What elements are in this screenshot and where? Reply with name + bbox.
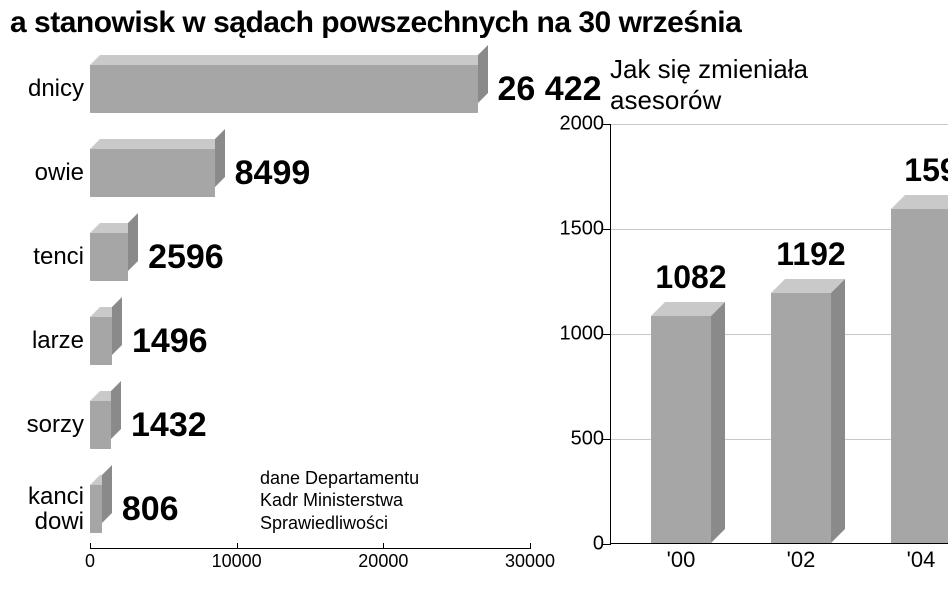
hbar-tick-label: 0 bbox=[85, 551, 95, 572]
hbar-tick bbox=[383, 543, 384, 549]
hbar-value-label: 8499 bbox=[235, 154, 311, 193]
hbar-bar bbox=[90, 485, 102, 533]
vbar-xtick-label: '04 bbox=[907, 547, 936, 573]
vbar-ytick bbox=[603, 439, 611, 440]
hbar-bar bbox=[90, 233, 128, 281]
hbar-tick-label: 30000 bbox=[505, 551, 555, 572]
hbar-tick-label: 20000 bbox=[358, 551, 408, 572]
hbar-value-label: 2596 bbox=[148, 238, 224, 277]
hbar-tick-label: 10000 bbox=[212, 551, 262, 572]
vbar-xtick-label: '00 bbox=[667, 547, 696, 573]
hbar-category-label: dnicy bbox=[0, 76, 90, 101]
source-note: dane DepartamentuKadr MinisterstwaSprawi… bbox=[260, 467, 419, 535]
hbar-row: owie 8499 bbox=[0, 138, 540, 208]
vbar-chart: Jak się zmieniałaasesorów 05001000150020… bbox=[550, 54, 948, 584]
hbar-category-label: owie bbox=[0, 160, 90, 185]
vbar-plot: 05001000150020001082'001192'02159'04 bbox=[610, 124, 948, 544]
hbar-chart: dnicy26 422 owie 8499 tenci 2596 larze 1496 sor… bbox=[0, 54, 540, 584]
hbar-tick bbox=[237, 543, 238, 549]
hbar-bar bbox=[90, 149, 215, 197]
hbar-category-label: larze bbox=[0, 328, 90, 353]
hbar-tick bbox=[530, 543, 531, 549]
vbar-ytick bbox=[603, 334, 611, 335]
charts-container: dnicy26 422 owie 8499 tenci 2596 larze 1496 sor… bbox=[0, 54, 948, 584]
hbar-value-label: 1496 bbox=[132, 322, 208, 361]
hbar-row: sorzy 1432 bbox=[0, 390, 540, 460]
hbar-value-label: 1432 bbox=[131, 406, 207, 445]
hbar-category-label: kancidowi bbox=[0, 484, 90, 534]
vbar-title: Jak się zmieniałaasesorów bbox=[550, 54, 948, 116]
vbar-ytick-label: 500 bbox=[556, 428, 604, 451]
vbar-column: 1192 bbox=[771, 293, 831, 543]
hbar-row: tenci 2596 bbox=[0, 222, 540, 292]
vbar-ytick-label: 1500 bbox=[556, 218, 604, 241]
hbar-category-label: sorzy bbox=[0, 412, 90, 437]
vbar-ytick bbox=[603, 229, 611, 230]
hbar-bar bbox=[90, 401, 111, 449]
vbar-ytick bbox=[603, 544, 611, 545]
hbar-bar bbox=[90, 317, 112, 365]
vbar-column: 159 bbox=[891, 209, 948, 543]
hbar-x-axis: 0100002000030000 bbox=[90, 548, 530, 578]
vbar-column: 1082 bbox=[651, 316, 711, 543]
main-title: a stanowisk w sądach powszechnych na 30 … bbox=[0, 0, 948, 54]
vbar-value-label: 1082 bbox=[655, 259, 726, 296]
vbar-ytick-label: 1000 bbox=[556, 323, 604, 346]
vbar-gridline bbox=[611, 124, 948, 125]
vbar-xtick-label: '02 bbox=[787, 547, 816, 573]
vbar-value-label: 1192 bbox=[776, 236, 845, 273]
vbar-value-label: 159 bbox=[904, 152, 948, 189]
vbar-ytick bbox=[603, 124, 611, 125]
hbar-row: dnicy26 422 bbox=[0, 54, 540, 124]
vbar-ytick-label: 2000 bbox=[556, 113, 604, 136]
vbar-ytick-label: 0 bbox=[556, 533, 604, 556]
hbar-tick bbox=[90, 543, 91, 549]
hbar-category-label: tenci bbox=[0, 244, 90, 269]
hbar-value-label: 806 bbox=[122, 490, 179, 529]
hbar-bar bbox=[90, 65, 478, 113]
hbar-row: larze 1496 bbox=[0, 306, 540, 376]
